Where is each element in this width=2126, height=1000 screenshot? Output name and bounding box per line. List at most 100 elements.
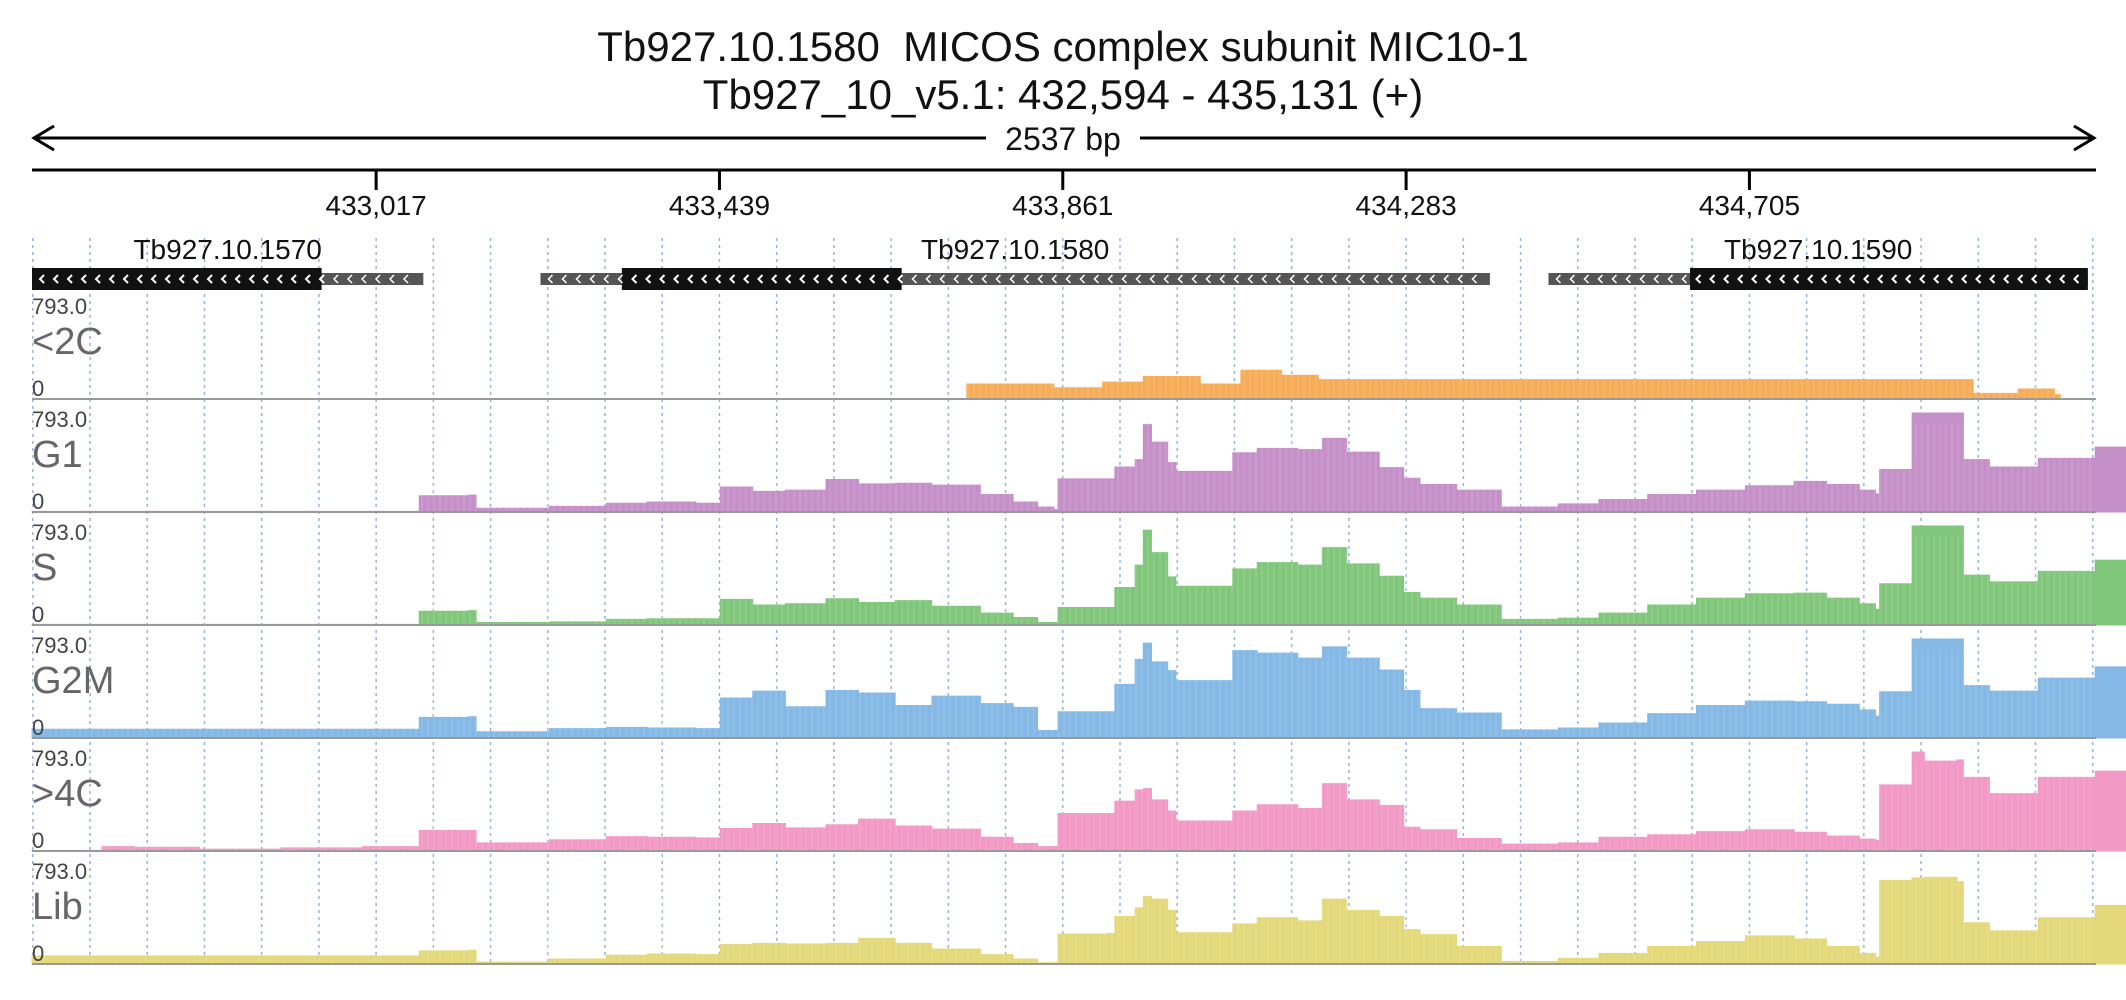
strand-chevron [206, 274, 213, 284]
strand-chevron [1667, 274, 1674, 284]
gene-cds [1690, 268, 2088, 290]
strand-chevron [701, 274, 708, 284]
strand-chevron [645, 274, 652, 284]
strand-chevron [1331, 274, 1338, 284]
strand-chevron [1821, 274, 1828, 284]
coverage-tracks: 793.0<2C0793.0G10793.0S0793.0G2M0793.0>4… [31, 294, 2126, 966]
strand-chevron [402, 274, 409, 284]
ruler-tick-label: 433,439 [669, 190, 770, 221]
strand-chevron [617, 274, 624, 284]
strand-chevron [1569, 274, 1576, 284]
track-ymax-label: 793.0 [32, 633, 87, 658]
strand-chevron [575, 274, 582, 284]
strand-chevron [771, 274, 778, 284]
strand-chevron [94, 274, 101, 284]
strand-chevron [1177, 274, 1184, 284]
strand-chevron [1275, 274, 1282, 284]
strand-chevron [1793, 274, 1800, 284]
coverage-track: 793.0<2C 0 [31, 294, 2096, 401]
strand-chevron [1877, 274, 1884, 284]
ruler-tick-label: 433,861 [1012, 190, 1113, 221]
strand-chevron [715, 274, 722, 284]
strand-chevron [1905, 274, 1912, 284]
strand-chevron [1401, 274, 1408, 284]
coverage-area [31, 638, 2126, 739]
strand-chevron [561, 274, 568, 284]
track-name: Lib [32, 886, 83, 928]
strand-chevron [1443, 274, 1450, 284]
strand-chevron [897, 274, 904, 284]
strand-chevron [1219, 274, 1226, 284]
coverage-area [31, 525, 2126, 626]
span-label: 2537 bp [1005, 121, 1121, 157]
coverage-area [966, 369, 2062, 400]
coverage-area [31, 751, 2126, 852]
gene-cds [621, 268, 902, 290]
strand-chevron [276, 274, 283, 284]
track-ymin-label: 0 [32, 941, 44, 966]
strand-chevron [1457, 274, 1464, 284]
track-ymax-label: 793.0 [32, 746, 87, 771]
strand-chevron [262, 274, 269, 284]
strand-chevron [1961, 274, 1968, 284]
track-ymin-label: 0 [32, 602, 44, 627]
strand-chevron [150, 274, 157, 284]
strand-chevron [925, 274, 932, 284]
coverage-track: 793.0G1 0 [31, 407, 2126, 514]
track-name: G2M [32, 660, 114, 702]
span-arrow-right-head [2073, 124, 2097, 152]
strand-chevron [1065, 274, 1072, 284]
strand-chevron [1023, 274, 1030, 284]
strand-chevron [234, 274, 241, 284]
strand-chevron [743, 274, 750, 284]
coverage-area [31, 876, 2126, 965]
strand-chevron [1191, 274, 1198, 284]
strand-chevron [1303, 274, 1310, 284]
strand-chevron [1835, 274, 1842, 284]
strand-chevron [1317, 274, 1324, 284]
track-ymax-label: 793.0 [32, 407, 87, 432]
strand-chevron [80, 274, 87, 284]
strand-chevron [1093, 274, 1100, 284]
strand-chevron [2003, 274, 2010, 284]
strand-chevron [813, 274, 820, 284]
strand-chevron [2073, 274, 2080, 284]
track-name: <2C [32, 321, 103, 363]
strand-chevron [687, 274, 694, 284]
strand-chevron [1681, 274, 1688, 284]
strand-chevron [1037, 274, 1044, 284]
gene: Tb927.10.1580 [540, 234, 1490, 290]
track-name: >4C [32, 773, 103, 815]
strand-chevron [1163, 274, 1170, 284]
strand-chevron [911, 274, 918, 284]
strand-chevron [374, 274, 381, 284]
track-ymax-label: 793.0 [32, 859, 87, 884]
strand-chevron [953, 274, 960, 284]
strand-chevron [1373, 274, 1380, 284]
strand-chevron [1289, 274, 1296, 284]
track-ymin-label: 0 [32, 489, 44, 514]
strand-chevron [1989, 274, 1996, 284]
strand-chevron [1933, 274, 1940, 284]
strand-chevron [1723, 274, 1730, 284]
strand-chevron [841, 274, 848, 284]
strand-chevron [2059, 274, 2066, 284]
strand-chevron [1625, 274, 1632, 284]
strand-chevron [1975, 274, 1982, 284]
strand-chevron [178, 274, 185, 284]
strand-chevron [799, 274, 806, 284]
strand-chevron [1359, 274, 1366, 284]
strand-chevron [1583, 274, 1590, 284]
strand-chevron [1807, 274, 1814, 284]
strand-chevron [108, 274, 115, 284]
gene: Tb927.10.1590 [1548, 234, 2088, 290]
strand-chevron [995, 274, 1002, 284]
strand-chevron [388, 274, 395, 284]
strand-chevron [1107, 274, 1114, 284]
strand-chevron [220, 274, 227, 284]
strand-chevron [1863, 274, 1870, 284]
strand-chevron [1051, 274, 1058, 284]
strand-chevron [304, 274, 311, 284]
strand-chevron [52, 274, 59, 284]
